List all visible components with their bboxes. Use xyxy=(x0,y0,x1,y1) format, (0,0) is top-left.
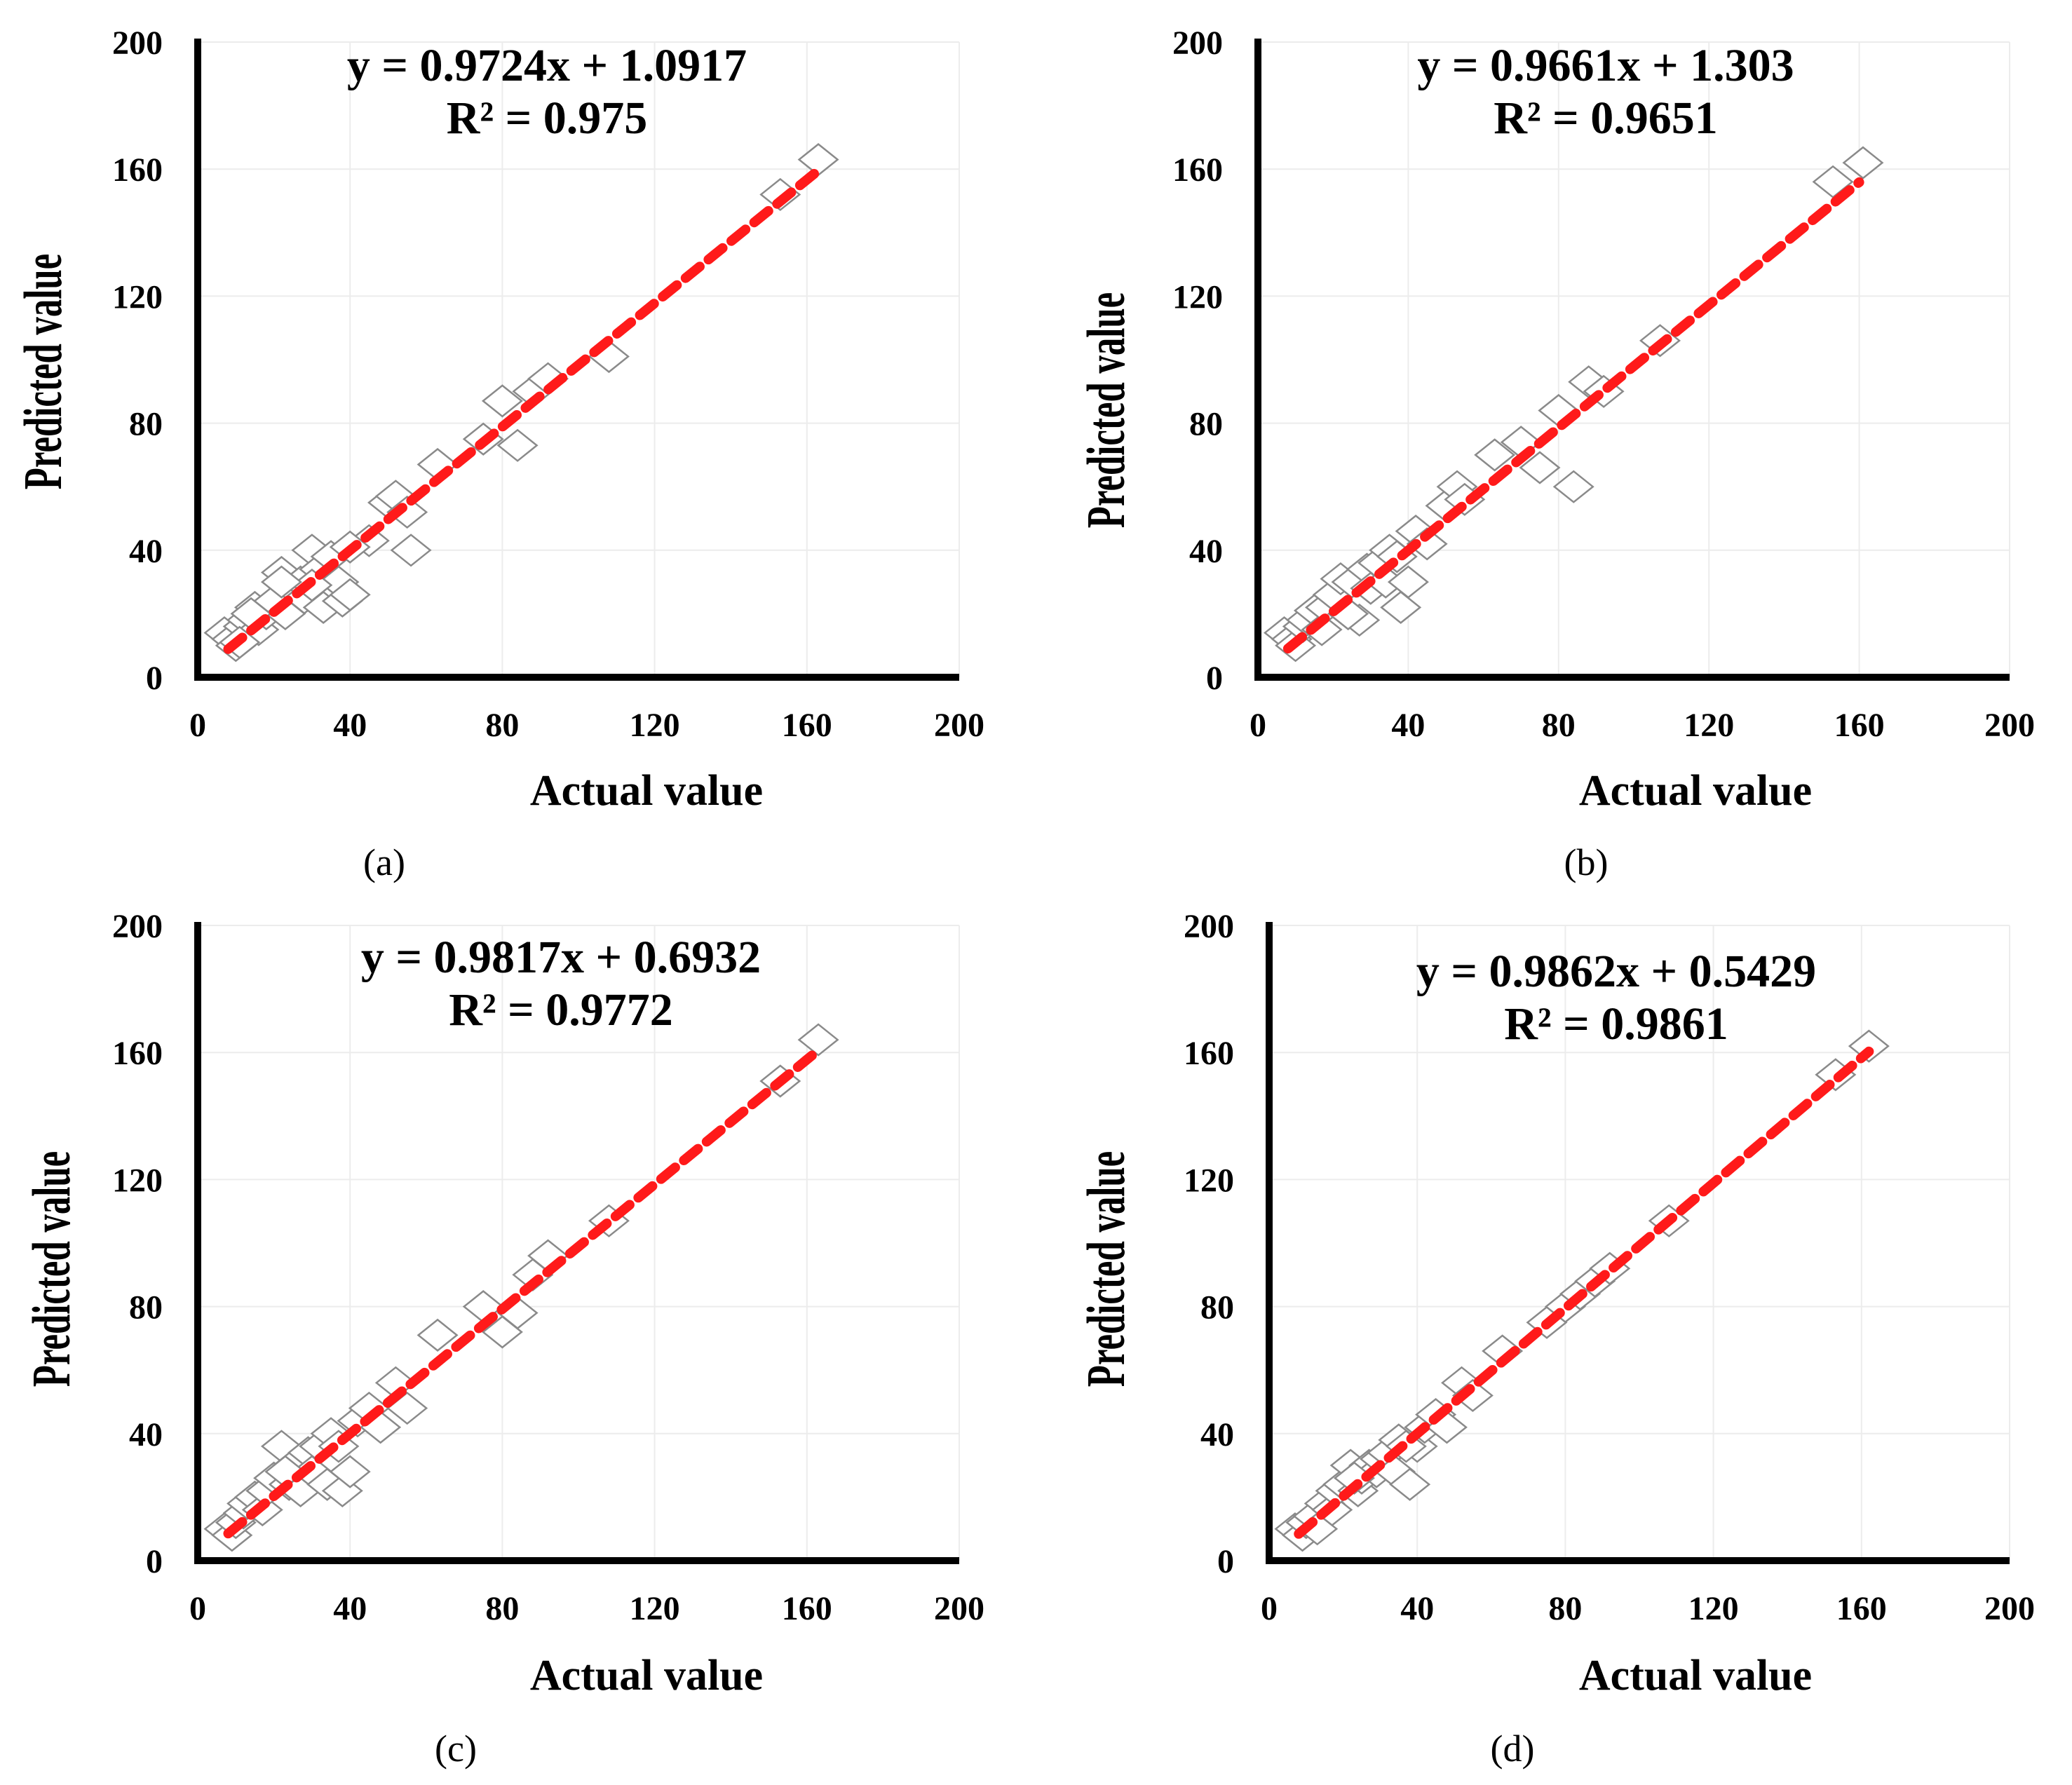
x-tick-label: 80 xyxy=(1542,707,1576,744)
y-tick-label: 80 xyxy=(1200,1289,1234,1326)
panel-caption: (c) xyxy=(435,1728,477,1770)
trendline xyxy=(223,165,824,654)
x-tick-label: 200 xyxy=(1984,707,2035,744)
x-tick-label: 0 xyxy=(189,707,206,744)
data-point xyxy=(329,1455,371,1488)
y-tick-label: 40 xyxy=(129,1416,163,1453)
x-tick-label: 160 xyxy=(1834,707,1885,744)
y-axis-title: Predicted value xyxy=(1077,1151,1137,1387)
panel-c: 0 40 80 120 160 200 0 40 80 120 160 200 Actual value… xyxy=(22,908,984,1770)
x-tick-label: 120 xyxy=(630,707,680,744)
x-tick-label: 40 xyxy=(1400,1590,1434,1627)
data-point xyxy=(1380,590,1422,624)
trendline xyxy=(1294,1046,1874,1539)
regression-equation: y = 0.9661x + 1.303 xyxy=(1417,40,1794,91)
x-tick-label: 200 xyxy=(934,1590,984,1627)
data-point xyxy=(496,428,539,462)
data-point xyxy=(1406,527,1448,561)
data-point xyxy=(260,565,302,599)
y-axis-title: Predicted value xyxy=(14,254,74,489)
y-tick-label: 200 xyxy=(112,25,163,62)
x-tick-label: 120 xyxy=(630,1590,680,1627)
panel-a: 0 40 80 120 160 200 0 40 80 120 160 200 Actual value… xyxy=(14,25,984,883)
x-tick-label: 0 xyxy=(1261,1590,1278,1627)
y-tick-label: 80 xyxy=(129,406,163,443)
x-axis-title: Actual value xyxy=(530,1652,763,1699)
y-tick-label: 160 xyxy=(112,151,163,189)
x-tick-label: 0 xyxy=(189,1590,206,1627)
data-point xyxy=(797,1023,839,1057)
panel-caption: (d) xyxy=(1491,1728,1535,1770)
data-point xyxy=(1552,470,1594,503)
regression-equation: y = 0.9724x + 1.0917 xyxy=(347,40,747,91)
y-tick-label: 120 xyxy=(112,1162,163,1199)
y-tick-label: 0 xyxy=(1217,1543,1234,1580)
x-tick-label: 160 xyxy=(1836,1590,1887,1627)
trendline xyxy=(223,1045,824,1539)
x-tick-label: 120 xyxy=(1688,1590,1739,1627)
y-tick-label: 160 xyxy=(1184,1035,1234,1072)
y-tick-label: 160 xyxy=(112,1035,163,1072)
x-tick-label: 0 xyxy=(1250,707,1266,744)
data-point xyxy=(481,384,523,418)
x-tick-label: 40 xyxy=(1391,707,1425,744)
r-squared-label: R² = 0.975 xyxy=(447,93,648,144)
panel-b: 0 40 80 120 160 200 0 40 80 120 160 200 Actual value… xyxy=(1077,25,2035,883)
y-axis-title: Predicted value xyxy=(22,1151,82,1387)
y-tick-label: 120 xyxy=(112,278,163,315)
x-axis-title: Actual value xyxy=(1579,767,1812,815)
y-tick-label: 80 xyxy=(129,1289,163,1326)
x-tick-label: 40 xyxy=(333,707,367,744)
x-tick-label: 200 xyxy=(1984,1590,2035,1627)
y-tick-label: 0 xyxy=(146,660,163,697)
data-point xyxy=(1519,451,1561,484)
regression-equation: y = 0.9817x + 0.6932 xyxy=(361,932,761,983)
y-tick-label: 200 xyxy=(1172,25,1223,62)
x-tick-label: 80 xyxy=(485,707,519,744)
data-point xyxy=(417,1318,459,1352)
y-tick-label: 40 xyxy=(129,533,163,570)
data-point xyxy=(797,143,839,177)
x-tick-label: 80 xyxy=(485,1590,519,1627)
y-tick-label: 0 xyxy=(146,1543,163,1580)
y-tick-label: 200 xyxy=(112,908,163,945)
y-tick-label: 0 xyxy=(1206,660,1223,697)
panel-caption: (a) xyxy=(363,841,405,883)
y-tick-label: 40 xyxy=(1189,533,1223,570)
regression-equation: y = 0.9862x + 0.5429 xyxy=(1416,946,1816,997)
x-tick-label: 160 xyxy=(782,1590,832,1627)
data-point xyxy=(1451,1378,1494,1413)
x-tick-label: 120 xyxy=(1684,707,1734,744)
data-point xyxy=(390,534,432,567)
r-squared-label: R² = 0.9651 xyxy=(1494,93,1718,144)
x-tick-label: 80 xyxy=(1548,1590,1582,1627)
panel-caption: (b) xyxy=(1564,841,1609,883)
y-tick-label: 40 xyxy=(1200,1416,1234,1453)
data-point xyxy=(1301,613,1343,646)
x-tick-label: 160 xyxy=(782,707,832,744)
y-axis-title: Predicted value xyxy=(1077,292,1137,528)
data-point xyxy=(1474,438,1516,472)
panel-d: 0 40 80 120 160 200 0 40 80 120 160 200 Actual value… xyxy=(1077,908,2035,1770)
y-tick-label: 120 xyxy=(1184,1162,1234,1199)
data-point xyxy=(1389,1467,1431,1501)
data-point xyxy=(386,495,428,529)
y-tick-label: 160 xyxy=(1172,151,1223,189)
data-point xyxy=(1842,146,1884,179)
y-tick-label: 120 xyxy=(1172,278,1223,315)
r-squared-label: R² = 0.9772 xyxy=(449,984,673,1036)
data-point xyxy=(1387,565,1429,599)
r-squared-label: R² = 0.9861 xyxy=(1504,998,1728,1050)
x-axis-title: Actual value xyxy=(530,767,763,815)
x-tick-label: 200 xyxy=(934,707,984,744)
y-tick-label: 200 xyxy=(1184,908,1234,945)
data-point xyxy=(329,578,371,611)
y-tick-label: 80 xyxy=(1189,406,1223,443)
x-axis-title: Actual value xyxy=(1579,1652,1812,1699)
x-tick-label: 40 xyxy=(333,1590,367,1627)
trendline xyxy=(1282,177,1864,654)
